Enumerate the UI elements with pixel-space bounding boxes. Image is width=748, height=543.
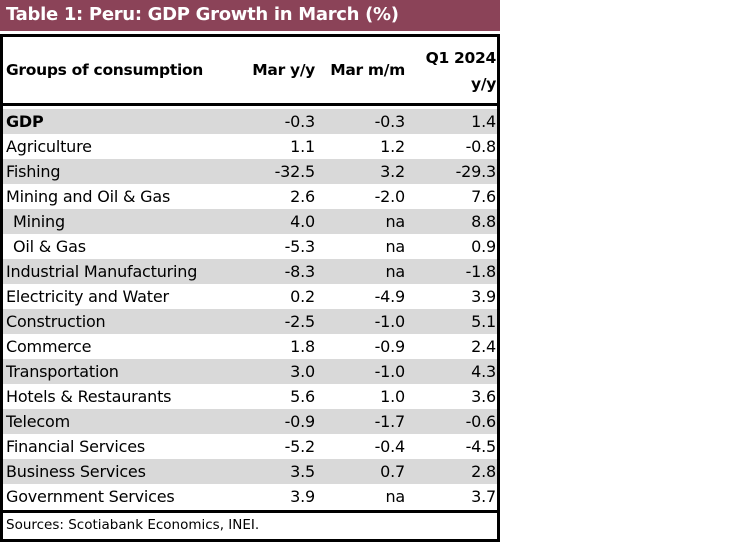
cell-mar-yy: -5.2 <box>284 437 316 456</box>
cell-q1-yy: 3.7 <box>471 487 496 506</box>
col-header-groups: Groups of consumption <box>6 61 204 79</box>
cell-q1-yy: 2.8 <box>471 462 496 481</box>
col-header-mar-yy: Mar y/y <box>252 61 315 79</box>
row-label: Industrial Manufacturing <box>6 262 198 281</box>
cell-mar-yy: -0.3 <box>284 112 316 131</box>
table-row: Oil & Gas -5.3 na 0.9 <box>3 234 497 259</box>
row-label: Commerce <box>6 337 92 356</box>
table-row: Fishing -32.5 3.2 -29.3 <box>3 159 497 184</box>
table-title: Table 1: Peru: GDP Growth in March (%) <box>0 0 500 31</box>
cell-mar-yy: 0.2 <box>290 287 315 306</box>
cell-mar-mm: -1.7 <box>374 412 406 431</box>
table-row: Transportation 3.0 -1.0 4.3 <box>3 359 497 384</box>
cell-mar-mm: -4.9 <box>374 287 406 306</box>
table-row: Industrial Manufacturing -8.3 na -1.8 <box>3 259 497 284</box>
cell-q1-yy: 0.9 <box>471 237 496 256</box>
cell-q1-yy: 1.4 <box>471 112 496 131</box>
row-label: Oil & Gas <box>13 237 86 256</box>
table-row: Government Services 3.9 na 3.7 <box>3 484 497 509</box>
table-row: Financial Services -5.2 -0.4 -4.5 <box>3 434 497 459</box>
row-label: Financial Services <box>6 437 146 456</box>
row-label: Mining and Oil & Gas <box>6 187 171 206</box>
cell-q1-yy: -0.8 <box>465 137 497 156</box>
cell-q1-yy: 8.8 <box>471 212 496 231</box>
cell-mar-yy: -0.9 <box>284 412 316 431</box>
col-header-q1-line2: y/y <box>471 75 496 93</box>
cell-q1-yy: -0.6 <box>465 412 497 431</box>
row-label: Mining <box>13 212 65 231</box>
table-row: Mining and Oil & Gas 2.6 -2.0 7.6 <box>3 184 497 209</box>
cell-mar-mm: na <box>385 487 405 506</box>
cell-mar-yy: 2.6 <box>290 187 315 206</box>
table-row: Commerce 1.8 -0.9 2.4 <box>3 334 497 359</box>
cell-mar-yy: -32.5 <box>274 162 316 181</box>
table-body: GDP -0.3 -0.3 1.4 Agriculture 1.1 1.2 -0.8 Fishi… <box>3 109 497 509</box>
table-header: Groups of consumption Mar y/y Mar m/m Q1… <box>3 37 497 106</box>
row-label: Hotels & Restaurants <box>6 387 172 406</box>
cell-mar-yy: 5.6 <box>290 387 315 406</box>
cell-q1-yy: -4.5 <box>465 437 497 456</box>
row-label: Transportation <box>6 362 119 381</box>
col-header-mar-mm: Mar m/m <box>330 61 405 79</box>
cell-mar-yy: -2.5 <box>284 312 316 331</box>
cell-mar-yy: 3.0 <box>290 362 315 381</box>
row-label: Agriculture <box>6 137 92 156</box>
cell-mar-yy: 1.8 <box>290 337 315 356</box>
cell-mar-mm: na <box>385 262 405 281</box>
cell-mar-yy: -8.3 <box>284 262 316 281</box>
table-row: Electricity and Water 0.2 -4.9 3.9 <box>3 284 497 309</box>
cell-mar-yy: 3.9 <box>290 487 315 506</box>
row-label: Telecom <box>6 412 70 431</box>
table-row: Construction -2.5 -1.0 5.1 <box>3 309 497 334</box>
cell-q1-yy: 3.9 <box>471 287 496 306</box>
cell-mar-mm: na <box>385 237 405 256</box>
cell-mar-mm: 3.2 <box>380 162 405 181</box>
row-label: GDP <box>6 112 44 131</box>
cell-q1-yy: 5.1 <box>471 312 496 331</box>
cell-mar-yy: -5.3 <box>284 237 316 256</box>
cell-mar-mm: 1.0 <box>380 387 405 406</box>
cell-mar-mm: 1.2 <box>380 137 405 156</box>
cell-mar-mm: 0.7 <box>380 462 405 481</box>
cell-q1-yy: 4.3 <box>471 362 496 381</box>
table-row: Agriculture 1.1 1.2 -0.8 <box>3 134 497 159</box>
row-label: Business Services <box>6 462 146 481</box>
cell-mar-mm: -1.0 <box>374 362 406 381</box>
cell-mar-mm: -0.4 <box>374 437 406 456</box>
table-row: Business Services 3.5 0.7 2.8 <box>3 459 497 484</box>
row-label: Fishing <box>6 162 61 181</box>
data-table: Groups of consumption Mar y/y Mar m/m Q1… <box>0 34 500 542</box>
col-header-q1-line1: Q1 2024 <box>425 49 497 67</box>
table-row: Mining 4.0 na 8.8 <box>3 209 497 234</box>
table-row: Telecom -0.9 -1.7 -0.6 <box>3 409 497 434</box>
cell-q1-yy: -29.3 <box>455 162 497 181</box>
cell-mar-yy: 3.5 <box>290 462 315 481</box>
cell-mar-yy: 4.0 <box>290 212 315 231</box>
source-note: Sources: Scotiabank Economics, INEI. <box>3 510 497 536</box>
cell-mar-mm: -2.0 <box>374 187 406 206</box>
cell-q1-yy: -1.8 <box>465 262 497 281</box>
table-row: Hotels & Restaurants 5.6 1.0 3.6 <box>3 384 497 409</box>
cell-q1-yy: 7.6 <box>471 187 496 206</box>
cell-mar-mm: na <box>385 212 405 231</box>
table-row: GDP -0.3 -0.3 1.4 <box>3 109 497 134</box>
cell-mar-mm: -0.9 <box>374 337 406 356</box>
cell-mar-mm: -0.3 <box>374 112 406 131</box>
row-label: Construction <box>6 312 106 331</box>
cell-mar-yy: 1.1 <box>290 137 315 156</box>
row-label: Government Services <box>6 487 175 506</box>
cell-q1-yy: 2.4 <box>471 337 496 356</box>
cell-mar-mm: -1.0 <box>374 312 406 331</box>
cell-q1-yy: 3.6 <box>471 387 496 406</box>
row-label: Electricity and Water <box>6 287 169 306</box>
